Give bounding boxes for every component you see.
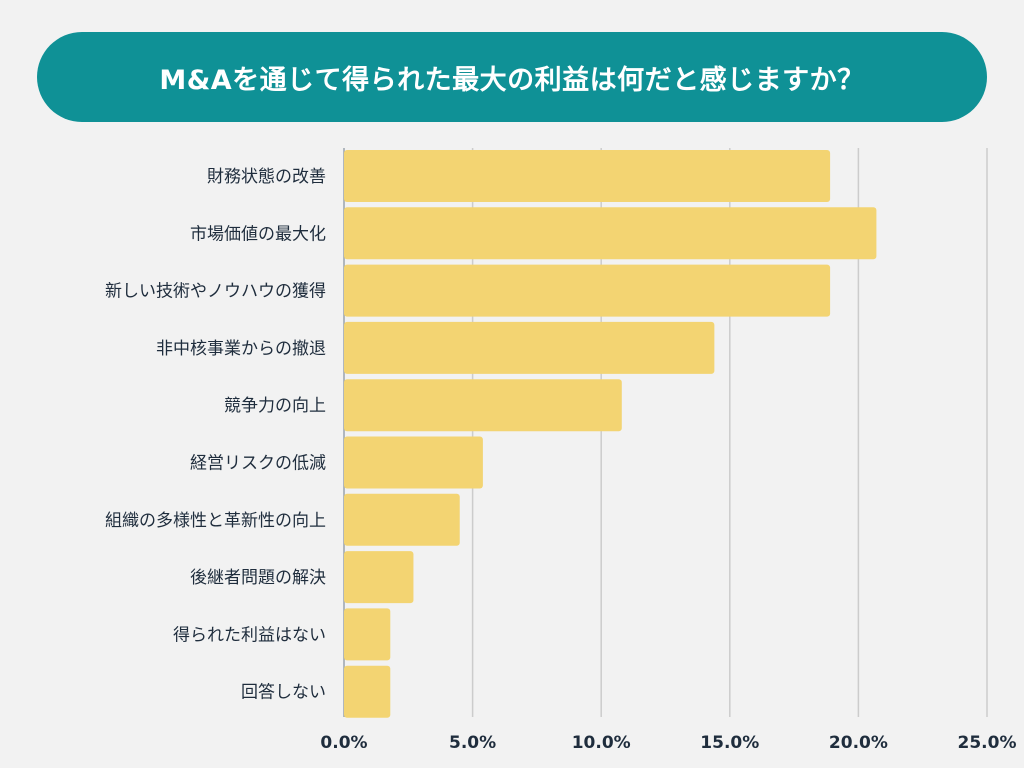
bar [344,551,414,604]
x-tick-label: 10.0% [572,733,631,753]
category-label: 回答しない [241,683,326,703]
category-label: 新しい技術やノウハウの獲得 [105,282,326,302]
bar [344,608,391,661]
bar [344,379,622,432]
category-label: 後継者問題の解決 [190,568,326,588]
x-tick-label: 25.0% [958,733,1017,753]
category-label: 財務状態の改善 [207,167,326,187]
x-tick-label: 0.0% [320,733,367,753]
bar [344,665,391,718]
category-label: 非中核事業からの撤退 [156,339,326,359]
bar [344,264,831,317]
category-label: 経営リスクの低減 [190,454,326,474]
x-tick-label: 5.0% [449,733,496,753]
x-tick-label: 15.0% [700,733,759,753]
x-tick-label: 20.0% [829,733,888,753]
bar [344,321,715,374]
category-label: 組織の多様性と革新性の向上 [105,511,326,531]
bar [344,207,877,260]
bar [344,493,460,546]
category-label: 競争力の向上 [224,396,326,416]
chart-title: M&Aを通じて得られた最大の利益は何だと感じますか？ [37,32,987,122]
bar [344,436,483,489]
category-label: 市場価値の最大化 [190,224,326,244]
bar [344,150,831,202]
category-label: 得られた利益はない [173,625,326,645]
